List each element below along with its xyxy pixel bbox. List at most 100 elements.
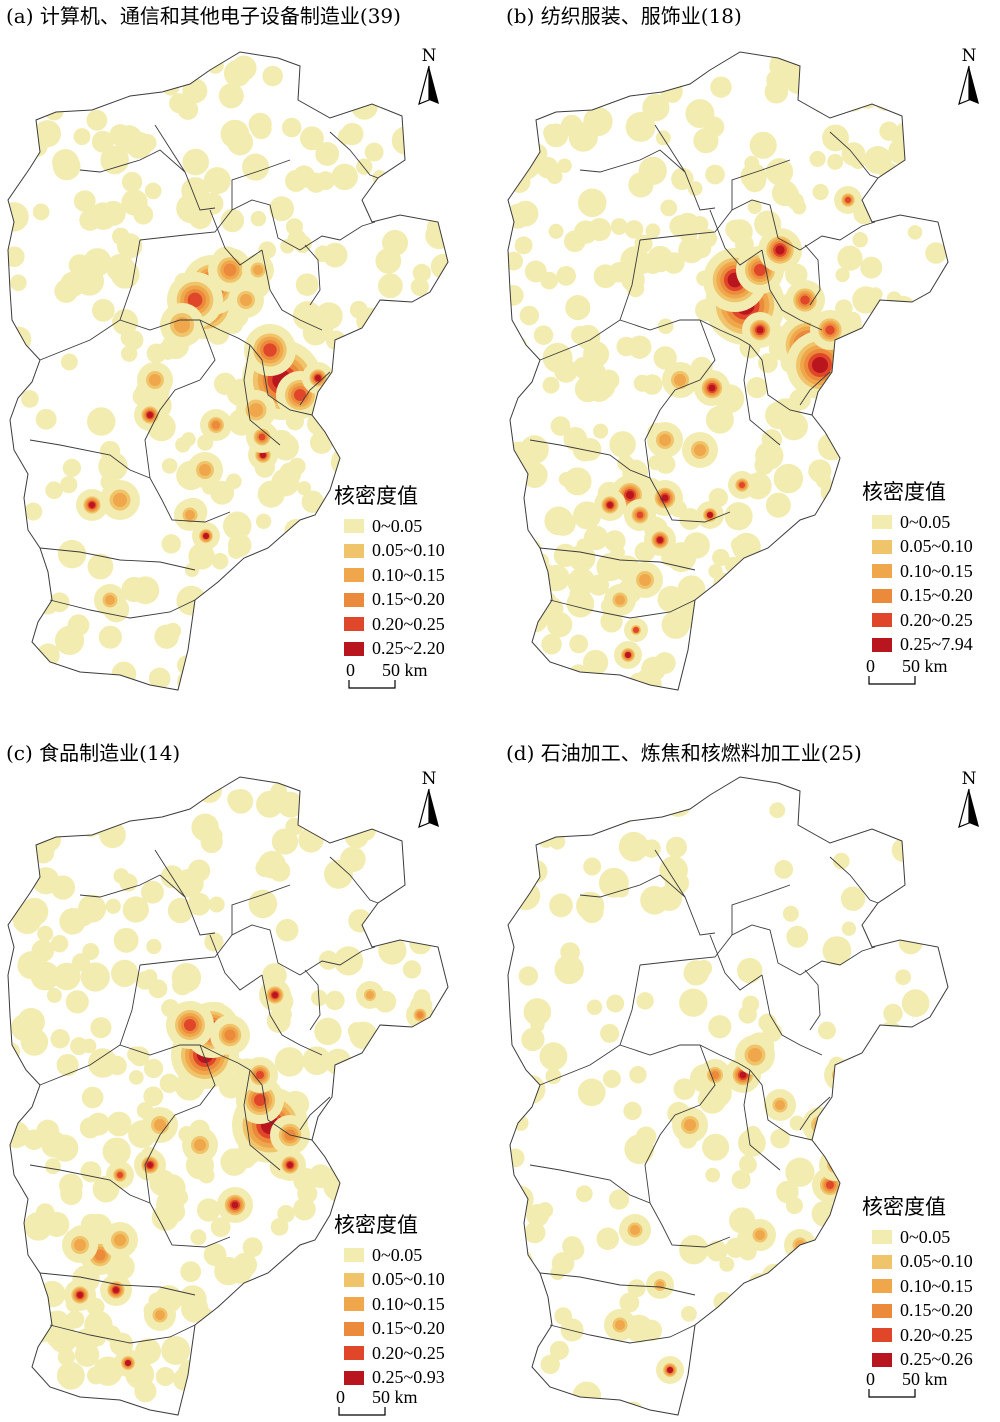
legend-swatch <box>872 637 892 652</box>
density-hotspot <box>802 1107 838 1143</box>
legend-swatch <box>344 1370 364 1385</box>
legend-swatch <box>872 564 892 579</box>
legend: 核密度值 0~0.05 0.05~0.10 0.10~0.15 0.15~0.2… <box>334 480 445 661</box>
density-hotspot <box>102 1222 138 1258</box>
legend-item: 0.15~0.20 <box>872 1299 973 1324</box>
legend-label: 0~0.05 <box>372 515 423 536</box>
density-hotspot <box>200 409 232 441</box>
legend-item: 0.20~0.25 <box>872 1323 973 1348</box>
density-hotspot <box>242 1057 278 1093</box>
density-hotspot <box>174 499 206 531</box>
panel-title: (a) 计算机、通信和其他电子设备制造业(39) <box>6 4 401 28</box>
legend-item: 0.20~0.25 <box>344 1341 445 1366</box>
north-label: N <box>421 769 437 789</box>
legend-swatch <box>344 1321 364 1336</box>
legend-label: 0~0.05 <box>372 1244 423 1265</box>
legend-label: 0.25~7.94 <box>900 634 973 655</box>
legend-item: 0.05~0.10 <box>872 535 973 560</box>
legend-label: 0.10~0.15 <box>372 1293 445 1314</box>
legend-label: 0~0.05 <box>900 1226 951 1247</box>
scale-label: 50 km <box>902 1369 948 1389</box>
legend-item: 0.25~0.26 <box>872 1348 973 1373</box>
legend-label: 0.05~0.10 <box>372 1269 445 1290</box>
legend-swatch <box>344 617 364 632</box>
legend-item: 0.15~0.20 <box>344 1317 445 1342</box>
density-hotspot <box>114 1349 142 1377</box>
density-hotspot <box>696 501 724 529</box>
legend-item: 0.25~7.94 <box>872 633 973 658</box>
scale-label: 50 km <box>372 1387 418 1407</box>
legend-swatch <box>344 1297 364 1312</box>
north-arrow: N <box>954 46 984 116</box>
north-arrow-icon <box>958 788 979 828</box>
legend-swatch <box>872 1279 892 1294</box>
density-hotspot <box>62 1227 98 1263</box>
density-map <box>7 776 449 1416</box>
density-hotspot <box>244 324 296 376</box>
legend-swatch <box>344 1248 364 1263</box>
density-hotspot <box>764 1089 796 1121</box>
legend-label: 0.25~2.20 <box>372 638 445 659</box>
density-hotspot <box>100 480 140 520</box>
density-hotspot <box>94 584 126 616</box>
admin-boundaries <box>507 51 949 691</box>
density-hotspot <box>406 1001 434 1029</box>
density-hotspot <box>819 1149 851 1181</box>
north-arrow-icon <box>418 65 439 105</box>
legend-item: 0.20~0.25 <box>872 608 973 633</box>
legend-label: 0.05~0.10 <box>372 540 445 561</box>
legend-item: 0.05~0.10 <box>344 539 445 564</box>
legend-label: 0.25~0.26 <box>900 1349 973 1370</box>
legend-item: 0.10~0.15 <box>344 1292 445 1317</box>
density-hotspot <box>274 1149 306 1181</box>
north-label: N <box>961 769 977 789</box>
density-hotspot <box>100 1274 132 1306</box>
scale-zero: 0 <box>866 656 875 676</box>
density-hotspot <box>242 254 274 286</box>
density-hotspot <box>76 489 108 521</box>
legend: 核密度值 0~0.05 0.05~0.10 0.10~0.15 0.15~0.2… <box>862 476 973 658</box>
north-label: N <box>961 46 977 66</box>
legend: 核密度值 0~0.05 0.05~0.10 0.10~0.15 0.15~0.2… <box>862 1191 973 1373</box>
panel-c: (c) 食品制造业(14) N 核密度值 0~0.05 0.05~0.10 0.… <box>0 711 500 1422</box>
density-hotspot <box>210 1015 250 1055</box>
density-map <box>7 51 449 691</box>
legend-label: 0.05~0.10 <box>900 1251 973 1272</box>
density-map <box>507 51 949 691</box>
density-hotspot <box>614 641 642 669</box>
density-hotspot <box>594 489 626 521</box>
density-hotspot <box>182 1127 218 1163</box>
legend-swatch <box>872 1254 892 1269</box>
density-hotspot <box>824 1059 856 1091</box>
legend-item: 0.10~0.15 <box>872 559 973 584</box>
north-label: N <box>421 46 437 66</box>
scale-bar-line <box>338 1407 386 1416</box>
legend-swatch <box>872 515 892 530</box>
density-hotspot <box>142 1107 178 1143</box>
legend-title: 核密度值 <box>334 1213 418 1237</box>
legend-item: 0.10~0.15 <box>872 1274 973 1299</box>
legend-swatch <box>344 592 364 607</box>
legend-swatch <box>344 641 364 656</box>
scale-label: 50 km <box>382 660 428 680</box>
legend-item: 0.25~0.93 <box>344 1366 445 1391</box>
north-arrow-icon <box>418 788 439 828</box>
legend-swatch <box>344 519 364 534</box>
scale-bar: 0 50 km <box>346 660 428 690</box>
legend-item: 0.05~0.10 <box>344 1268 445 1293</box>
panel-a: (a) 计算机、通信和其他电子设备制造业(39) N 核密度值 0~0.05 0… <box>0 0 500 711</box>
density-hotspot <box>192 522 220 550</box>
legend-label: 0.10~0.15 <box>900 560 973 581</box>
density-hotspot <box>187 452 223 488</box>
density-hotspot <box>134 1149 166 1181</box>
legend-swatch <box>872 1352 892 1367</box>
legend-swatch <box>872 1328 892 1343</box>
north-arrow: N <box>954 769 984 839</box>
legend-swatch <box>872 539 892 554</box>
density-hotspot <box>682 432 718 468</box>
legend-label: 0.15~0.20 <box>372 1318 445 1339</box>
legend-label: 0.20~0.25 <box>372 613 445 634</box>
legend-label: 0~0.05 <box>900 511 951 532</box>
legend-label: 0.20~0.25 <box>900 609 973 630</box>
density-hotspot <box>160 303 204 347</box>
